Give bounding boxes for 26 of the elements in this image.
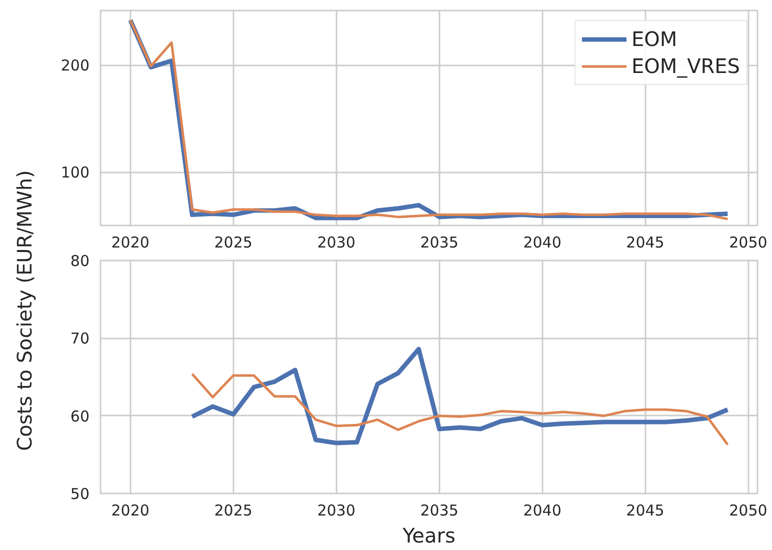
x-tick-label: 2045 (626, 502, 664, 520)
x-tick-label: 2030 (317, 502, 356, 520)
x-tick-label: 2020 (111, 234, 150, 252)
x-tick-label: 2050 (729, 502, 768, 520)
x-tick-label: 2025 (214, 502, 252, 520)
legend-label: EOM (631, 27, 678, 51)
x-axis-title: Years (402, 524, 456, 548)
y-tick-label: 80 (70, 252, 90, 270)
x-tick-label: 2035 (420, 234, 458, 252)
x-tick-label: 2040 (523, 502, 562, 520)
x-tick-label: 2025 (214, 234, 252, 252)
x-tick-label: 2045 (626, 234, 664, 252)
y-axis-title: Costs to Society (EUR/MWh) (12, 170, 36, 451)
y-tick-label: 70 (70, 330, 90, 348)
x-tick-label: 2030 (317, 234, 356, 252)
y-tick-label: 200 (60, 56, 90, 75)
y-tick-label: 60 (70, 407, 90, 426)
y-tick-label: 100 (60, 164, 90, 182)
x-tick-label: 2050 (729, 234, 768, 252)
line-series (190, 372, 729, 446)
legend-label: EOM_VRES (631, 54, 740, 78)
line-series (190, 346, 730, 446)
x-tick-label: 2020 (111, 502, 150, 520)
x-tick-label: 2040 (523, 234, 562, 252)
x-tick-label: 2035 (420, 502, 458, 520)
y-tick-label: 50 (70, 485, 90, 503)
